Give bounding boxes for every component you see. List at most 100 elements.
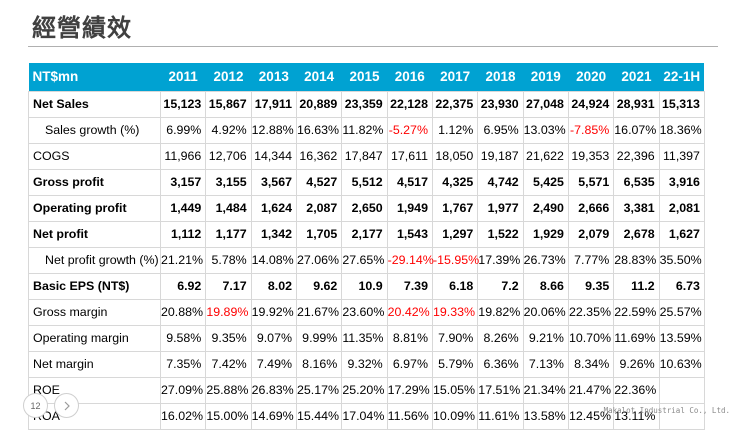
table-cell: 28.83%	[613, 246, 660, 274]
table-cell: 5,425	[522, 168, 569, 196]
table-row: Gross profit 3,157 3,155 3,567 4,527 5,512 4,5…	[28, 168, 705, 196]
table-cell: 9.62	[295, 272, 343, 300]
table-row: COGS 11,966 12,706 14,344 16,362 17,847 17,611…	[28, 142, 705, 170]
row-label: Operating profit	[28, 194, 161, 222]
table-cell: 4,527	[295, 168, 343, 196]
table-cell: 5.78%	[205, 246, 252, 274]
table-cell: 21,622	[522, 142, 569, 170]
table-cell: 8.81%	[386, 324, 433, 352]
table-cell: 10.63%	[658, 350, 705, 378]
table-cell: 1,929	[522, 220, 569, 248]
table-row: Net profit growth (%) 21.21% 5.78% 14.08% 27…	[28, 246, 705, 274]
table-cell: 10.09%	[431, 402, 479, 430]
table-cell: 7.90%	[431, 324, 479, 352]
table-cell: 13.03%	[522, 116, 569, 144]
chevron-right-icon	[64, 401, 70, 410]
table-cell: 11.56%	[386, 402, 433, 430]
table-cell: 1,767	[431, 194, 479, 222]
header-year: 22-1H	[659, 63, 705, 91]
header-year: 2014	[296, 63, 342, 91]
table-cell: 20,889	[295, 90, 343, 118]
table-cell: 7.2	[477, 272, 524, 300]
table-cell: 25.88%	[205, 376, 252, 404]
table-cell: 11.35%	[341, 324, 388, 352]
next-slide-button[interactable]	[54, 393, 79, 418]
table-cell: 6.36%	[477, 350, 524, 378]
table-cell: -15.95%	[431, 246, 479, 274]
table-cell: 2,666	[567, 194, 615, 222]
table-cell: 1,449	[159, 194, 207, 222]
table-cell: 19.92%	[250, 298, 297, 326]
table-cell: 7.13%	[522, 350, 569, 378]
table-cell: 1,177	[205, 220, 252, 248]
table-cell: 11,966	[159, 142, 207, 170]
table-cell: 7.17	[205, 272, 252, 300]
table-cell: 3,157	[159, 168, 207, 196]
table-cell: 5,571	[567, 168, 615, 196]
table-cell: 15,313	[658, 90, 705, 118]
table-cell: 15,867	[205, 90, 252, 118]
table-cell: 9.07%	[250, 324, 297, 352]
table-cell: 9.32%	[341, 350, 388, 378]
table-cell: 17,847	[341, 142, 388, 170]
header-year: 2020	[568, 63, 614, 91]
table-row: Sales growth (%) 6.99% 4.92% 12.88% 16.63% 11…	[28, 116, 705, 144]
financial-table: NT$mn 2011 2012 2013 2014 2015 2016 2017 2018 20…	[28, 63, 705, 430]
table-cell: 1,484	[205, 194, 252, 222]
table-cell: 16.02%	[159, 402, 207, 430]
header-year: 2013	[251, 63, 297, 91]
row-label: Net profit growth (%)	[28, 246, 161, 274]
table-row: Net Sales 15,123 15,867 17,911 20,889 23,359 2…	[28, 90, 705, 118]
table-cell: 15,123	[159, 90, 207, 118]
table-cell: 4,742	[477, 168, 524, 196]
table-cell: 1,342	[250, 220, 297, 248]
table-cell: 22,128	[386, 90, 433, 118]
table-cell: 16.07%	[613, 116, 660, 144]
table-cell: 20.88%	[159, 298, 207, 326]
table-cell: 21.67%	[295, 298, 343, 326]
table-cell: 12.88%	[250, 116, 297, 144]
row-label: Gross profit	[28, 168, 161, 196]
table-cell: 17,611	[386, 142, 433, 170]
table-cell: 1,977	[477, 194, 524, 222]
table-row: ROE 27.09% 25.88% 26.83% 25.17% 25.20% 17.29% 1…	[28, 376, 705, 404]
table-cell: 17.51%	[477, 376, 524, 404]
table-cell: 27.65%	[341, 246, 388, 274]
table-cell: 2,650	[341, 194, 388, 222]
table-cell: 7.49%	[250, 350, 297, 378]
row-label: Basic EPS (NT$)	[28, 272, 161, 300]
table-cell: -5.27%	[386, 116, 433, 144]
table-cell: 3,155	[205, 168, 252, 196]
table-cell: 21.34%	[522, 376, 569, 404]
table-cell: 1,627	[658, 220, 705, 248]
table-cell: 1,112	[159, 220, 207, 248]
table-cell: 27.06%	[295, 246, 343, 274]
table-cell: 19,353	[567, 142, 615, 170]
header-unit-label: NT$mn	[28, 63, 161, 91]
table-cell: 21.21%	[159, 246, 207, 274]
row-label: Net margin	[28, 350, 161, 378]
table-cell: 8.34%	[567, 350, 615, 378]
table-cell: 17,911	[250, 90, 297, 118]
header-year: 2017	[432, 63, 478, 91]
table-cell: 27.09%	[159, 376, 207, 404]
table-cell: 8.16%	[295, 350, 343, 378]
table-cell: 17.04%	[341, 402, 388, 430]
table-cell: 22,396	[613, 142, 660, 170]
header-year: 2016	[387, 63, 433, 91]
table-cell: 6.92	[159, 272, 207, 300]
table-row: Net margin 7.35% 7.42% 7.49% 8.16% 9.32% 6.97%…	[28, 350, 705, 378]
table-cell: 23,930	[477, 90, 524, 118]
table-cell: 9.58%	[159, 324, 207, 352]
table-cell: 19.82%	[477, 298, 524, 326]
table-cell: 15.44%	[295, 402, 343, 430]
table-cell: 19.33%	[431, 298, 479, 326]
table-cell: 15.05%	[431, 376, 479, 404]
table-cell: 1,522	[477, 220, 524, 248]
table-cell: 10.70%	[567, 324, 615, 352]
table-row: Net profit 1,112 1,177 1,342 1,705 2,177 1,543…	[28, 220, 705, 248]
table-cell: 35.50%	[658, 246, 705, 274]
header-year: 2019	[523, 63, 569, 91]
table-cell: 4,517	[386, 168, 433, 196]
page-title: 經營績效	[32, 14, 132, 42]
